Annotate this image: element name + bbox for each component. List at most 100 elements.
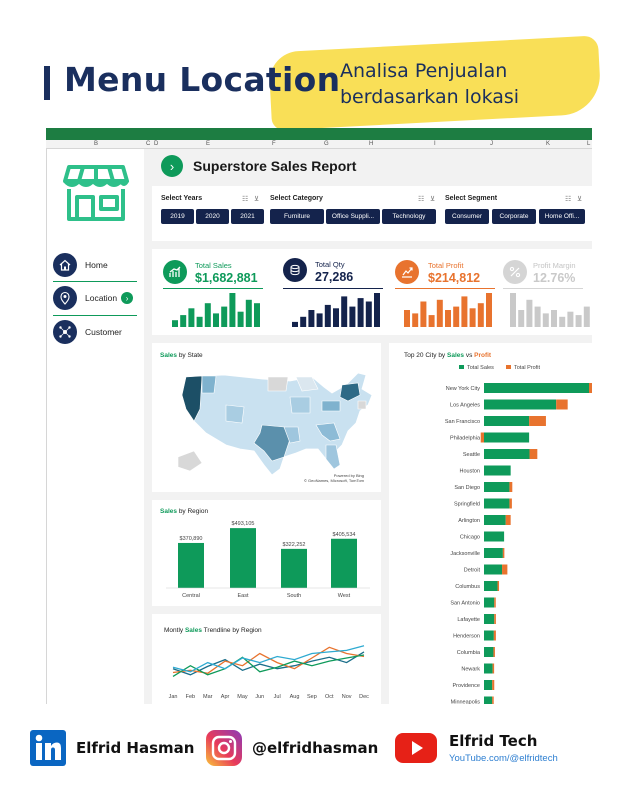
slicer-option-furniture[interactable]: Furniture xyxy=(270,209,324,224)
city-sales-bar[interactable] xyxy=(484,449,530,459)
slicer-option-office-supplies[interactable]: Office Suppli... xyxy=(326,209,380,224)
city-profit-bar[interactable] xyxy=(480,432,484,443)
map-state[interactable] xyxy=(315,422,341,442)
region-value-label: $493,105 xyxy=(232,521,255,527)
map-state[interactable] xyxy=(295,376,319,392)
sidebar-item-home[interactable]: Home xyxy=(53,250,137,280)
slicer-option-2021[interactable]: 2021 xyxy=(231,209,264,224)
city-sales-bar[interactable] xyxy=(484,548,503,558)
clear-filter-icon[interactable]: ⊻ xyxy=(254,196,260,203)
city-sales-bar[interactable] xyxy=(484,614,495,624)
map-state[interactable] xyxy=(225,404,245,424)
youtube-info: Elfrid Tech YouTube.com/@elfridtech xyxy=(449,732,558,764)
map-state[interactable] xyxy=(289,396,311,414)
slicer-option-home-office[interactable]: Home Offi... xyxy=(539,209,585,224)
map-state[interactable] xyxy=(201,375,217,394)
youtube-url[interactable]: YouTube.com/@elfridtech xyxy=(449,753,558,764)
city-sales-bar[interactable] xyxy=(484,630,494,641)
col-header[interactable]: J xyxy=(490,141,493,147)
city-profit-bar[interactable] xyxy=(492,680,495,690)
footer-youtube[interactable]: Elfrid Tech YouTube.com/@elfridtech xyxy=(395,728,558,768)
city-profit-bar[interactable] xyxy=(492,696,494,705)
trend-line-chart: Jan Feb Mar Apr May Jun Jul Aug Sep Oct Nov Dec xyxy=(169,645,369,700)
city-sales-bar[interactable] xyxy=(484,597,495,608)
slicer-option-2020[interactable]: 2020 xyxy=(196,209,229,224)
city-sales-bar[interactable] xyxy=(484,498,510,509)
map-state[interactable] xyxy=(283,426,301,444)
city-sales-bar[interactable] xyxy=(484,647,494,657)
city-sales-bar[interactable] xyxy=(484,680,493,690)
sparkline-bar xyxy=(365,301,372,327)
city-sales-bar[interactable] xyxy=(484,416,530,426)
city-profit-bar[interactable] xyxy=(493,647,495,657)
footer-instagram[interactable]: @elfridhasman xyxy=(206,728,378,768)
city-profit-bar[interactable] xyxy=(509,498,512,509)
multi-select-icon[interactable]: ☷ xyxy=(418,196,425,203)
slicer-option-consumer[interactable]: Consumer xyxy=(445,209,489,224)
map-state[interactable] xyxy=(177,450,203,472)
trend-series-line[interactable] xyxy=(172,651,365,676)
city-sales-bar[interactable] xyxy=(484,663,493,674)
city-profit-bar[interactable] xyxy=(529,416,546,426)
clear-filter-icon[interactable]: ⊻ xyxy=(430,196,436,203)
footer-linkedin[interactable]: Elfrid Hasman xyxy=(30,728,194,768)
region-bar[interactable] xyxy=(230,528,256,588)
city-profit-bar[interactable] xyxy=(493,630,496,641)
sparkline-bar xyxy=(254,303,260,327)
city-sales-bar[interactable] xyxy=(484,696,493,705)
col-header[interactable]: G xyxy=(324,141,329,147)
col-header[interactable]: I xyxy=(434,141,436,147)
city-profit-bar[interactable] xyxy=(529,449,538,459)
slicer-option-corporate[interactable]: Corporate xyxy=(492,209,536,224)
col-header[interactable]: F xyxy=(272,141,276,147)
trend-series-line[interactable] xyxy=(172,645,365,673)
city-sales-bar[interactable] xyxy=(484,383,589,393)
slicer-option-2019[interactable]: 2019 xyxy=(161,209,194,224)
map-state[interactable] xyxy=(325,444,341,470)
col-header[interactable]: H xyxy=(369,141,374,147)
col-header[interactable]: C xyxy=(146,141,151,147)
city-profit-bar[interactable] xyxy=(497,581,500,591)
city-sales-bar[interactable] xyxy=(484,482,510,492)
region-bar[interactable] xyxy=(281,548,307,588)
col-header[interactable]: L xyxy=(587,141,591,147)
divider xyxy=(163,288,263,289)
map-state[interactable] xyxy=(339,382,361,402)
slicer-option-technology[interactable]: Technology xyxy=(382,209,436,224)
us-map[interactable]: Powered by Bing © GeoNames, Microsoft, T… xyxy=(172,365,382,485)
city-profit-bar[interactable] xyxy=(589,383,592,393)
city-profit-bar[interactable] xyxy=(492,663,495,674)
city-profit-bar[interactable] xyxy=(502,548,505,558)
multi-select-icon[interactable]: ☷ xyxy=(565,196,572,203)
city-sales-bar[interactable] xyxy=(484,465,511,476)
city-profit-bar[interactable] xyxy=(556,399,568,410)
chevron-right-icon[interactable]: › xyxy=(161,155,183,177)
city-profit-bar[interactable] xyxy=(502,564,508,575)
month-tick-label: Jan xyxy=(169,694,178,700)
city-profit-bar[interactable] xyxy=(494,614,496,624)
city-sales-bar[interactable] xyxy=(484,515,506,525)
trend-series-line[interactable] xyxy=(172,654,365,677)
sidebar-item-location[interactable]: Location › xyxy=(53,283,137,313)
col-header[interactable]: B xyxy=(94,141,99,147)
col-header[interactable]: E xyxy=(206,141,211,147)
city-profit-bar[interactable] xyxy=(505,515,511,525)
city-sales-bar[interactable] xyxy=(484,399,557,410)
clear-filter-icon[interactable]: ⊻ xyxy=(577,196,583,203)
sparkline-bar xyxy=(308,310,315,327)
city-sales-bar[interactable] xyxy=(484,581,498,591)
city-profit-bar[interactable] xyxy=(494,597,496,608)
region-bar[interactable] xyxy=(178,542,204,588)
city-profit-bar[interactable] xyxy=(509,482,513,492)
region-bar[interactable] xyxy=(331,538,357,588)
city-sales-bar[interactable] xyxy=(484,432,530,443)
col-header[interactable]: D xyxy=(154,141,159,147)
map-state[interactable] xyxy=(357,400,367,410)
sidebar-item-customer[interactable]: Customer xyxy=(53,317,137,347)
city-sales-bar[interactable] xyxy=(484,531,505,542)
col-header[interactable]: K xyxy=(546,141,551,147)
map-state[interactable] xyxy=(321,400,341,412)
multi-select-icon[interactable]: ☷ xyxy=(242,196,249,203)
city-sales-bar[interactable] xyxy=(484,564,503,575)
map-state[interactable] xyxy=(267,376,289,392)
